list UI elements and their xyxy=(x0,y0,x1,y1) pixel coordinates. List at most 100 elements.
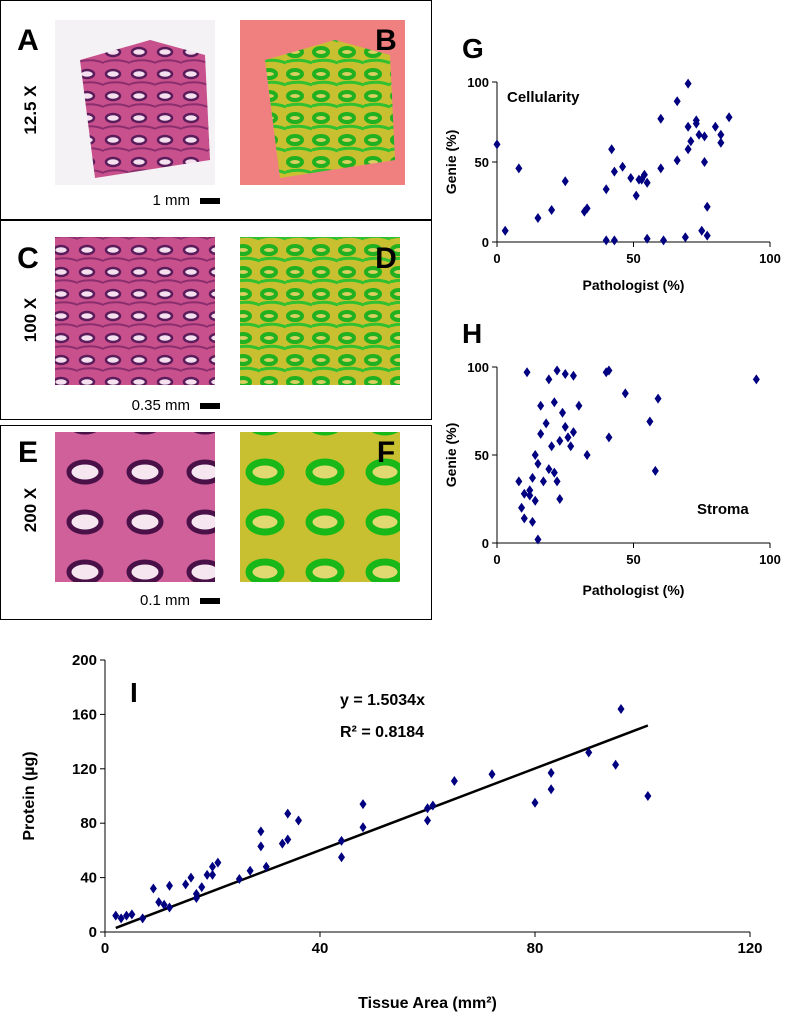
point xyxy=(703,230,711,241)
point xyxy=(717,129,725,140)
x-tick-label: 100 xyxy=(759,251,781,266)
point xyxy=(534,458,542,469)
point xyxy=(610,166,618,177)
r-squared: R² = 0.8184 xyxy=(340,724,424,741)
point xyxy=(569,427,577,438)
point xyxy=(561,421,569,432)
point xyxy=(523,367,531,378)
x-tick-label: 0 xyxy=(493,251,500,266)
point xyxy=(531,797,539,808)
point xyxy=(561,176,569,187)
point xyxy=(166,902,173,913)
tissue xyxy=(80,40,210,178)
point xyxy=(209,861,216,872)
point xyxy=(424,815,431,826)
x-tick-label: 0 xyxy=(101,940,109,957)
y-tick-label: 80 xyxy=(80,815,97,832)
point xyxy=(501,225,509,236)
point xyxy=(278,838,286,849)
point xyxy=(725,112,733,123)
y-tick-label: 120 xyxy=(72,761,97,778)
panel-label: F xyxy=(377,436,395,469)
y-tick-label: 50 xyxy=(475,155,489,170)
point xyxy=(295,815,302,826)
magnification: 200 X xyxy=(21,487,40,532)
panel-frame xyxy=(0,220,432,420)
point xyxy=(681,232,689,243)
point xyxy=(602,184,610,195)
x-tick-label: 100 xyxy=(759,552,781,567)
panel-label: G xyxy=(462,33,484,64)
point xyxy=(515,476,523,487)
x-tick-label: 50 xyxy=(626,552,640,567)
point xyxy=(531,450,539,460)
panel-frame xyxy=(0,425,432,620)
point xyxy=(246,865,254,876)
point xyxy=(643,177,651,188)
y-tick-label: 100 xyxy=(467,75,489,90)
point xyxy=(262,861,270,872)
point xyxy=(534,534,542,545)
point xyxy=(553,476,561,487)
point xyxy=(526,490,534,501)
point xyxy=(149,883,157,894)
point xyxy=(564,432,572,443)
x-axis-label: Tissue Area (mm²) xyxy=(358,995,497,1012)
point xyxy=(612,759,620,770)
scale-label: 0.1 mm xyxy=(140,592,190,609)
point xyxy=(284,834,292,845)
panel-label: H xyxy=(462,318,482,349)
point xyxy=(545,374,553,385)
point xyxy=(520,513,528,524)
point xyxy=(542,418,550,429)
point xyxy=(182,879,190,890)
panel-label: D xyxy=(375,242,397,275)
point xyxy=(424,803,431,814)
point xyxy=(585,747,593,758)
annotation: Stroma xyxy=(697,501,749,518)
panel-label: B xyxy=(375,24,397,57)
point xyxy=(556,494,564,504)
point xyxy=(528,516,536,527)
point xyxy=(545,464,553,475)
point xyxy=(548,441,556,452)
point xyxy=(112,910,120,921)
y-tick-label: 50 xyxy=(475,448,489,463)
x-tick-label: 80 xyxy=(527,940,544,957)
micrograph xyxy=(55,237,215,385)
x-axis-label: Pathologist (%) xyxy=(583,277,685,293)
point xyxy=(657,163,665,174)
point xyxy=(583,203,591,214)
y-tick-label: 100 xyxy=(467,360,489,375)
point xyxy=(209,869,216,880)
point xyxy=(569,370,577,381)
point xyxy=(703,201,711,212)
point xyxy=(117,913,125,924)
panel-label: C xyxy=(17,242,39,275)
point xyxy=(160,899,168,910)
y-tick-label: 160 xyxy=(72,706,97,723)
point xyxy=(359,822,367,833)
y-axis-label: Protein (µg) xyxy=(21,751,38,840)
point xyxy=(684,121,692,132)
point xyxy=(660,235,668,246)
point xyxy=(520,488,528,499)
scale-bar xyxy=(200,403,220,409)
point xyxy=(550,467,558,478)
x-tick-label: 50 xyxy=(626,251,640,266)
point xyxy=(257,826,265,837)
point xyxy=(627,173,635,183)
point xyxy=(575,400,583,411)
point xyxy=(338,835,345,846)
point xyxy=(684,144,692,155)
point xyxy=(429,800,437,811)
point xyxy=(752,374,760,385)
y-tick-label: 0 xyxy=(89,924,97,941)
point xyxy=(657,113,665,124)
tissue xyxy=(265,40,395,178)
segmentation xyxy=(240,237,400,385)
point xyxy=(166,880,173,891)
annotation: Cellularity xyxy=(507,89,580,106)
point xyxy=(608,144,616,155)
